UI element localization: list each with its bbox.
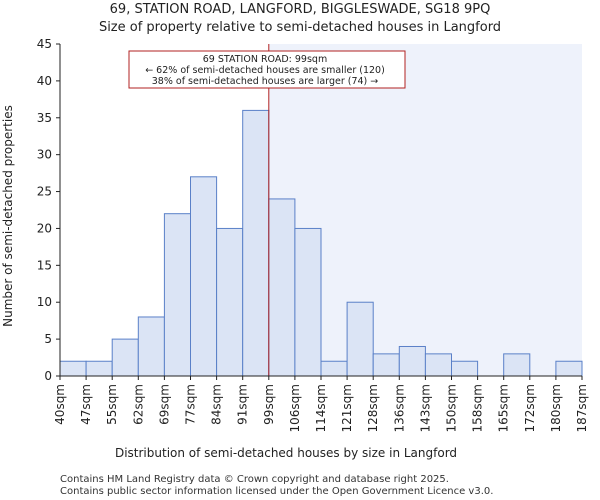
- x-tick-label: 106sqm: [288, 384, 302, 432]
- x-tick-label: 62sqm: [131, 384, 145, 425]
- annotation-box: [128, 50, 406, 89]
- y-tick-label: 30: [37, 148, 52, 162]
- annotation-line-1: 69 STATION ROAD: 99sqm: [203, 54, 327, 65]
- x-tick-label: 99sqm: [262, 384, 276, 425]
- bar-47sqm: [85, 360, 113, 377]
- y-tick-label: 25: [37, 185, 52, 199]
- x-tick-label: 40sqm: [53, 384, 67, 425]
- y-axis-label: Number of semi-detached properties: [1, 105, 15, 327]
- bar-69sqm: [163, 213, 191, 377]
- chart-title: 69, STATION ROAD, LANGFORD, BIGGLESWADE,…: [110, 2, 491, 17]
- x-tick-label: 143sqm: [418, 384, 432, 432]
- bar-121sqm: [346, 301, 374, 377]
- footer-line-2: Contains public sector information licen…: [60, 486, 493, 497]
- x-tick-label: 172sqm: [523, 384, 537, 432]
- bar-136sqm: [398, 345, 426, 377]
- y-tick-label: 5: [44, 332, 52, 346]
- y-tick-label: 15: [37, 258, 52, 272]
- bar-62sqm: [137, 316, 165, 377]
- bar-165sqm: [503, 353, 531, 377]
- bar-128sqm: [372, 353, 400, 377]
- annotation: 69 STATION ROAD: 99sqm ← 62% of semi-det…: [128, 50, 406, 89]
- bar-180sqm: [555, 360, 583, 377]
- bar-99sqm: [268, 198, 296, 377]
- y-tick-label: 20: [37, 221, 52, 235]
- y-tick-label: 40: [37, 74, 52, 88]
- bars-group: [59, 109, 583, 377]
- bar-40sqm: [59, 360, 87, 377]
- x-tick-label: 165sqm: [497, 384, 511, 432]
- bar-55sqm: [111, 338, 139, 377]
- bar-84sqm: [216, 227, 244, 377]
- x-tick-label: 47sqm: [79, 384, 93, 425]
- x-ticks: 40sqm 47sqm 55sqm 62sqm 69sqm 77sqm 84sqm 91sqm…: [53, 376, 589, 432]
- x-tick-label: 121sqm: [340, 384, 354, 432]
- x-tick-label: 84sqm: [210, 384, 224, 425]
- x-axis-label: Distribution of semi-detached houses by …: [115, 446, 457, 460]
- y-tick-label: 10: [37, 295, 52, 309]
- bar-150sqm: [451, 360, 479, 377]
- footer-line-1: Contains HM Land Registry data © Crown c…: [60, 474, 449, 485]
- x-tick-label: 150sqm: [445, 384, 459, 432]
- x-tick-label: 91sqm: [236, 384, 250, 425]
- x-tick-label: 180sqm: [549, 384, 563, 432]
- y-tick-label: 0: [44, 369, 52, 383]
- bar-143sqm: [424, 353, 452, 377]
- annotation-line-2: ← 62% of semi-detached houses are smalle…: [145, 65, 385, 76]
- y-tick-label: 45: [37, 37, 52, 51]
- bar-114sqm: [320, 360, 348, 377]
- x-tick-label: 114sqm: [314, 384, 328, 432]
- x-tick-label: 55sqm: [105, 384, 119, 425]
- bar-106sqm: [294, 227, 322, 377]
- annotation-line-3: 38% of semi-detached houses are larger (…: [152, 76, 379, 87]
- x-tick-label: 77sqm: [184, 384, 198, 425]
- bar-91sqm: [242, 109, 270, 377]
- x-tick-label: 136sqm: [392, 384, 406, 432]
- x-tick-label: 158sqm: [471, 384, 485, 432]
- y-ticks: 0 5 10 15 20 25 30 35 40 45: [37, 37, 60, 383]
- x-tick-label: 128sqm: [366, 384, 380, 432]
- y-tick-label: 35: [37, 111, 52, 125]
- x-tick-label: 187sqm: [575, 384, 589, 432]
- bar-77sqm: [190, 176, 218, 377]
- chart-subtitle: Size of property relative to semi-detach…: [99, 20, 501, 35]
- x-tick-label: 69sqm: [157, 384, 171, 425]
